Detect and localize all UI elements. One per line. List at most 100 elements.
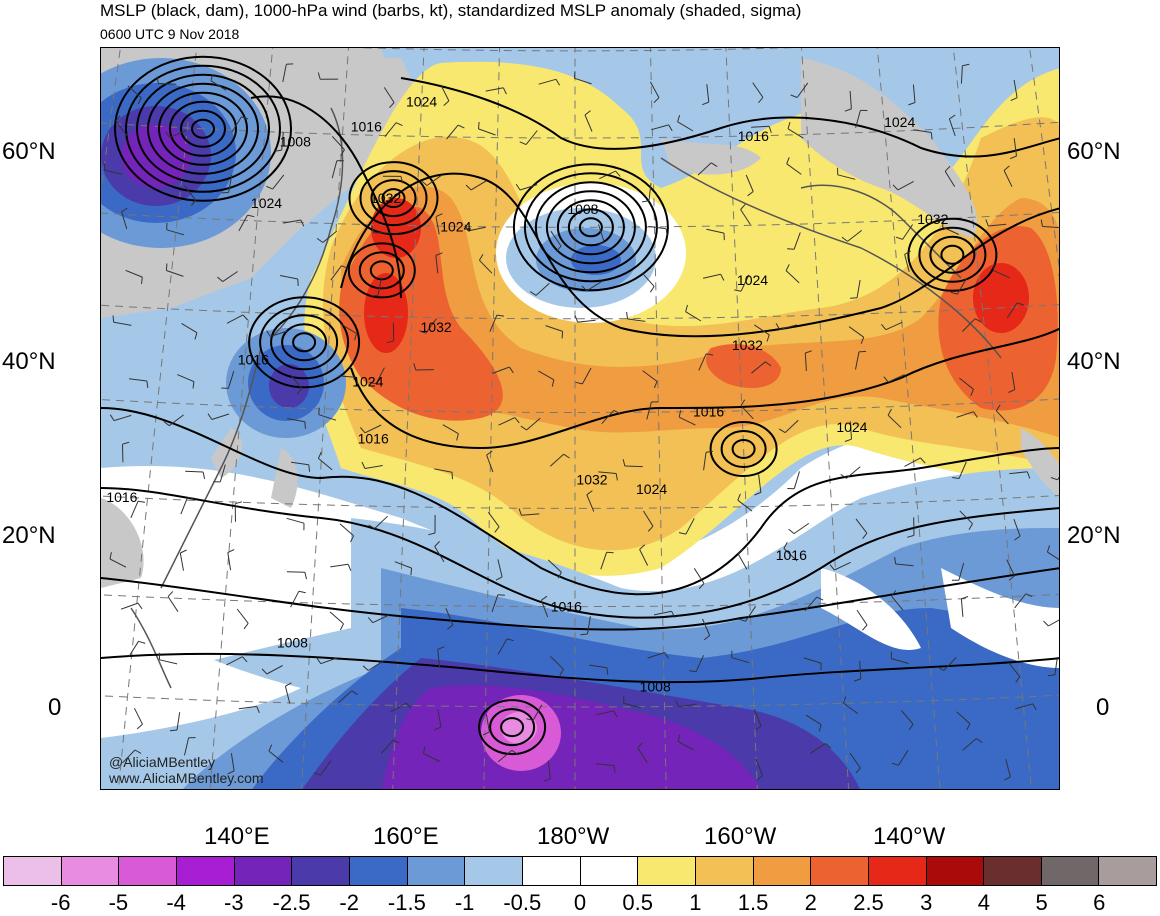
isobar-label: 1024: [251, 195, 282, 211]
colorbar: [3, 856, 1157, 886]
map-title: MSLP (black, dam), 1000-hPa wind (barbs,…: [100, 1, 801, 21]
colorbar-swatch: [984, 857, 1042, 885]
colorbar-swatch: [754, 857, 812, 885]
isobar-label: 1008: [277, 634, 308, 650]
parallel-line: [101, 789, 1060, 790]
wind-barb-flag: [850, 298, 857, 299]
colorbar-tick-label: -2.5: [273, 890, 311, 916]
colorbar-swatch: [292, 857, 350, 885]
isobar-label: 1032: [732, 337, 763, 353]
colorbar-tick-label: 5: [1035, 890, 1047, 916]
isobar-label: 1032: [917, 211, 948, 227]
credit-website: www.AliciaMBentley.com: [109, 770, 264, 786]
colorbar-swatch: [465, 857, 523, 885]
lat-label-left-0: 0: [48, 694, 61, 722]
wind-barb-flag: [562, 331, 563, 338]
wind-barb-flag: [859, 351, 866, 352]
wind-barb-flag: [222, 192, 229, 193]
colorbar-tick-label: 1: [689, 890, 701, 916]
lon-label-140e: 140°E: [204, 823, 270, 851]
map-canvas: 1016 1024 1008 1016 1024 1032 1024 1024 1008 1032…: [101, 48, 1060, 790]
colorbar-tick-label: 4: [978, 890, 990, 916]
isobar-label: 1016: [738, 128, 769, 144]
wind-barb-flag: [305, 422, 306, 429]
colorbar-swatch: [1099, 857, 1156, 885]
colorbar-tick-label: 1.5: [738, 890, 769, 916]
wind-barb: [287, 572, 305, 573]
isobar-label: 1024: [836, 419, 867, 435]
wind-barb-flag: [479, 122, 480, 129]
colorbar-tick-label: -6: [51, 890, 71, 916]
wind-barb-flag: [581, 634, 588, 635]
colorbar-tick-label: -2: [339, 890, 359, 916]
valid-time: 0600 UTC 9 Nov 2018: [100, 26, 239, 42]
colorbar-swatch: [927, 857, 985, 885]
colorbar-tick-label: 0: [574, 890, 586, 916]
isobar-label: 1024: [406, 93, 437, 109]
colorbar-tick-label: 2: [805, 890, 817, 916]
lat-label-right-20n: 20°N: [1067, 522, 1121, 550]
colorbar-tick-label: -1.5: [388, 890, 426, 916]
isobar-label: 1008: [640, 678, 671, 694]
colorbar-swatch: [177, 857, 235, 885]
isobar-label: 1032: [421, 319, 452, 335]
wind-barb-flag: [166, 264, 167, 271]
wind-barb-flag: [170, 730, 177, 731]
isobar-label: 1008: [567, 201, 598, 217]
wind-barb: [158, 84, 176, 85]
wind-barb-flag: [452, 472, 453, 479]
colorbar-swatch: [1042, 857, 1100, 885]
colorbar-swatch: [581, 857, 639, 885]
wind-barb-flag: [787, 249, 794, 250]
lon-label-180w: 180°W: [537, 823, 609, 851]
wind-barb: [625, 466, 643, 467]
colorbar-swatch: [811, 857, 869, 885]
colorbar-swatch: [869, 857, 927, 885]
colorbar-tick-label: 6: [1093, 890, 1105, 916]
isobar-label: 1024: [884, 114, 915, 130]
lat-label-left-60n: 60°N: [2, 138, 56, 166]
wind-barb-flag: [113, 315, 114, 322]
colorbar-swatch: [235, 857, 293, 885]
lat-label-right-0: 0: [1096, 694, 1109, 722]
isobar-label: 1016: [776, 547, 807, 563]
wind-barb-flag: [498, 595, 505, 596]
credit-handle: @AliciaMBentley: [109, 754, 215, 770]
isobar-label: 1016: [358, 431, 389, 447]
isobar-label: 1032: [576, 471, 607, 487]
isobar-label: 1016: [693, 404, 724, 420]
colorbar-tick-label: 2.5: [853, 890, 884, 916]
lon-label-160w: 160°W: [704, 823, 776, 851]
lat-label-right-40n: 40°N: [1067, 348, 1121, 376]
wind-barb-flag: [371, 295, 378, 296]
colorbar-swatch: [119, 857, 177, 885]
colorbar-swatch: [638, 857, 696, 885]
isobar-label: 1024: [737, 272, 768, 288]
isobar-label: 1016: [106, 489, 137, 505]
colorbar-swatch: [696, 857, 754, 885]
colorbar-tick-label: -0.5: [503, 890, 541, 916]
isobar-label: 1016: [351, 118, 382, 134]
colorbar-tick-label: 0.5: [622, 890, 653, 916]
lat-label-left-20n: 20°N: [2, 522, 56, 550]
colorbar-swatch: [4, 857, 62, 885]
colorbar-tick-label: -3: [224, 890, 244, 916]
isobar-label: 1016: [551, 599, 582, 615]
colorbar-tick-label: -5: [109, 890, 129, 916]
colorbar-tick-label: -1: [455, 890, 475, 916]
isobar-label: 1024: [636, 481, 667, 497]
isobar-label: 1016: [238, 351, 269, 367]
lat-label-right-60n: 60°N: [1067, 138, 1121, 166]
colorbar-swatch: [408, 857, 466, 885]
isobar-label: 1024: [352, 374, 383, 390]
map-panel: 1016 1024 1008 1016 1024 1032 1024 1024 1008 1032…: [100, 47, 1060, 790]
isobar-label: 1024: [440, 218, 471, 234]
colorbar-swatch: [350, 857, 408, 885]
lat-label-left-40n: 40°N: [2, 348, 56, 376]
isobar-label: 1008: [280, 134, 311, 150]
wind-barb-flag: [411, 568, 412, 575]
colorbar-tick-label: -4: [166, 890, 186, 916]
isobar-label: 1032: [370, 190, 401, 206]
colorbar-swatch: [62, 857, 120, 885]
colorbar-tick-label: 3: [920, 890, 932, 916]
